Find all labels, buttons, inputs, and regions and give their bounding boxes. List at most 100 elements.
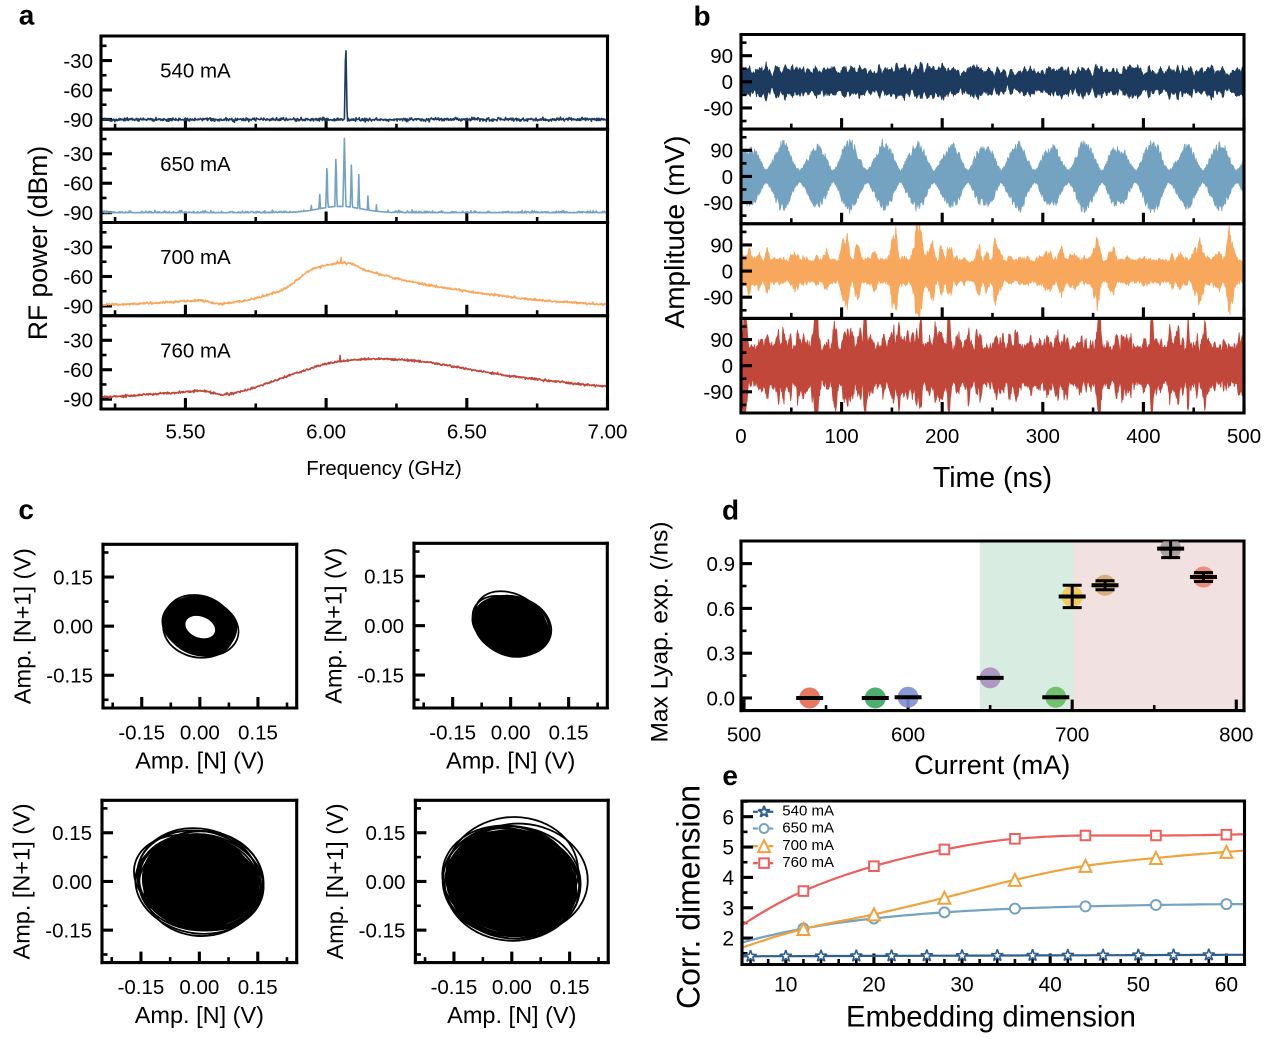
svg-text:0.0: 0.0 bbox=[707, 687, 736, 710]
svg-text:c: c bbox=[18, 494, 34, 525]
svg-text:-0.15: -0.15 bbox=[359, 920, 406, 943]
svg-text:0.00: 0.00 bbox=[52, 871, 92, 894]
svg-text:40: 40 bbox=[1039, 974, 1062, 997]
svg-text:0.00: 0.00 bbox=[365, 871, 405, 894]
svg-text:0.00: 0.00 bbox=[492, 976, 532, 999]
svg-text:0: 0 bbox=[722, 260, 733, 283]
svg-text:-30: -30 bbox=[63, 236, 93, 259]
svg-text:Current (mA): Current (mA) bbox=[914, 750, 1070, 780]
svg-text:-0.15: -0.15 bbox=[46, 665, 93, 688]
svg-text:Time (ns): Time (ns) bbox=[933, 462, 1052, 494]
svg-text:400: 400 bbox=[1126, 425, 1160, 448]
svg-text:-30: -30 bbox=[63, 143, 93, 166]
svg-text:0.15: 0.15 bbox=[53, 566, 93, 589]
svg-text:6.50: 6.50 bbox=[447, 420, 487, 443]
svg-text:5: 5 bbox=[722, 837, 734, 860]
svg-text:-30: -30 bbox=[63, 50, 93, 73]
svg-text:Amp. [N+1] (V): Amp. [N+1] (V) bbox=[8, 803, 34, 959]
svg-text:10: 10 bbox=[774, 974, 797, 997]
svg-text:-90: -90 bbox=[703, 287, 733, 310]
svg-text:-60: -60 bbox=[63, 359, 93, 382]
svg-text:-30: -30 bbox=[63, 330, 93, 353]
svg-text:100: 100 bbox=[824, 425, 858, 448]
svg-text:650 mA: 650 mA bbox=[160, 153, 231, 176]
svg-text:Frequency (GHz): Frequency (GHz) bbox=[306, 458, 462, 480]
svg-text:Corr. dimension: Corr. dimension bbox=[670, 785, 706, 1009]
svg-text:500: 500 bbox=[727, 723, 761, 746]
svg-text:-0.15: -0.15 bbox=[118, 976, 165, 999]
svg-text:e: e bbox=[722, 760, 738, 791]
svg-text:3: 3 bbox=[722, 897, 734, 920]
svg-text:60: 60 bbox=[1215, 974, 1238, 997]
svg-text:-60: -60 bbox=[63, 266, 93, 289]
svg-text:6.00: 6.00 bbox=[306, 420, 346, 443]
svg-text:4: 4 bbox=[722, 867, 734, 890]
svg-text:2: 2 bbox=[722, 928, 734, 951]
svg-text:-90: -90 bbox=[703, 381, 733, 404]
svg-text:-0.15: -0.15 bbox=[429, 721, 476, 744]
svg-text:0: 0 bbox=[735, 425, 746, 448]
svg-text:200: 200 bbox=[925, 425, 959, 448]
svg-text:0.15: 0.15 bbox=[238, 721, 278, 744]
svg-text:-60: -60 bbox=[63, 173, 93, 196]
svg-text:760 mA: 760 mA bbox=[782, 854, 834, 871]
svg-text:30: 30 bbox=[950, 974, 973, 997]
svg-text:-0.15: -0.15 bbox=[357, 664, 404, 687]
svg-text:b: b bbox=[694, 1, 711, 32]
svg-text:5.50: 5.50 bbox=[165, 420, 205, 443]
svg-text:Amp. [N+1] (V): Amp. [N+1] (V) bbox=[320, 548, 346, 704]
svg-text:-90: -90 bbox=[703, 97, 733, 120]
svg-text:RF power (dBm): RF power (dBm) bbox=[23, 146, 53, 340]
svg-text:6: 6 bbox=[722, 806, 734, 829]
svg-text:0.15: 0.15 bbox=[364, 566, 404, 589]
svg-text:20: 20 bbox=[862, 974, 885, 997]
svg-text:600: 600 bbox=[891, 723, 925, 746]
svg-text:0: 0 bbox=[722, 166, 733, 189]
svg-text:50: 50 bbox=[1127, 974, 1150, 997]
svg-text:Amp. [N] (V): Amp. [N] (V) bbox=[446, 748, 575, 774]
svg-text:0.9: 0.9 bbox=[707, 553, 736, 576]
svg-text:-90: -90 bbox=[63, 202, 93, 225]
svg-text:0.00: 0.00 bbox=[53, 616, 93, 639]
svg-text:Amp. [N] (V): Amp. [N] (V) bbox=[135, 1002, 264, 1028]
svg-text:Amp. [N] (V): Amp. [N] (V) bbox=[135, 748, 264, 774]
svg-text:0.3: 0.3 bbox=[707, 643, 736, 666]
svg-text:0.15: 0.15 bbox=[365, 822, 405, 845]
svg-text:0.15: 0.15 bbox=[238, 976, 278, 999]
svg-text:-0.15: -0.15 bbox=[118, 721, 165, 744]
svg-text:-60: -60 bbox=[63, 79, 93, 102]
svg-text:Amp. [N] (V): Amp. [N] (V) bbox=[447, 1002, 576, 1028]
svg-text:-90: -90 bbox=[703, 192, 733, 215]
svg-text:0: 0 bbox=[722, 71, 733, 94]
svg-text:Amplitude (mV): Amplitude (mV) bbox=[659, 136, 690, 329]
svg-text:300: 300 bbox=[1026, 425, 1060, 448]
svg-text:0.15: 0.15 bbox=[52, 822, 92, 845]
svg-text:540 mA: 540 mA bbox=[160, 60, 231, 83]
svg-text:650 mA: 650 mA bbox=[782, 819, 834, 836]
svg-text:760 mA: 760 mA bbox=[160, 339, 231, 362]
svg-text:0: 0 bbox=[722, 355, 733, 378]
svg-text:-90: -90 bbox=[63, 389, 93, 412]
svg-text:-0.15: -0.15 bbox=[431, 976, 478, 999]
svg-text:90: 90 bbox=[710, 329, 733, 352]
svg-text:d: d bbox=[722, 494, 739, 525]
svg-text:0.6: 0.6 bbox=[707, 598, 736, 621]
svg-text:700 mA: 700 mA bbox=[782, 837, 834, 854]
svg-text:7.00: 7.00 bbox=[588, 420, 628, 443]
svg-text:500: 500 bbox=[1227, 425, 1261, 448]
svg-text:0.00: 0.00 bbox=[179, 976, 219, 999]
svg-text:-90: -90 bbox=[63, 295, 93, 318]
svg-text:Amp. [N+1] (V): Amp. [N+1] (V) bbox=[9, 548, 35, 704]
svg-text:0.15: 0.15 bbox=[550, 976, 590, 999]
svg-text:0.00: 0.00 bbox=[180, 721, 220, 744]
svg-text:-0.15: -0.15 bbox=[45, 920, 92, 943]
svg-text:800: 800 bbox=[1219, 723, 1253, 746]
svg-text:-90: -90 bbox=[63, 109, 93, 132]
svg-text:0.15: 0.15 bbox=[549, 721, 589, 744]
svg-text:90: 90 bbox=[710, 140, 733, 163]
svg-text:700 mA: 700 mA bbox=[160, 246, 231, 269]
svg-text:90: 90 bbox=[710, 45, 733, 68]
svg-text:90: 90 bbox=[710, 234, 733, 257]
svg-text:a: a bbox=[19, 0, 35, 30]
svg-text:Amp. [N+1] (V): Amp. [N+1] (V) bbox=[322, 803, 348, 959]
